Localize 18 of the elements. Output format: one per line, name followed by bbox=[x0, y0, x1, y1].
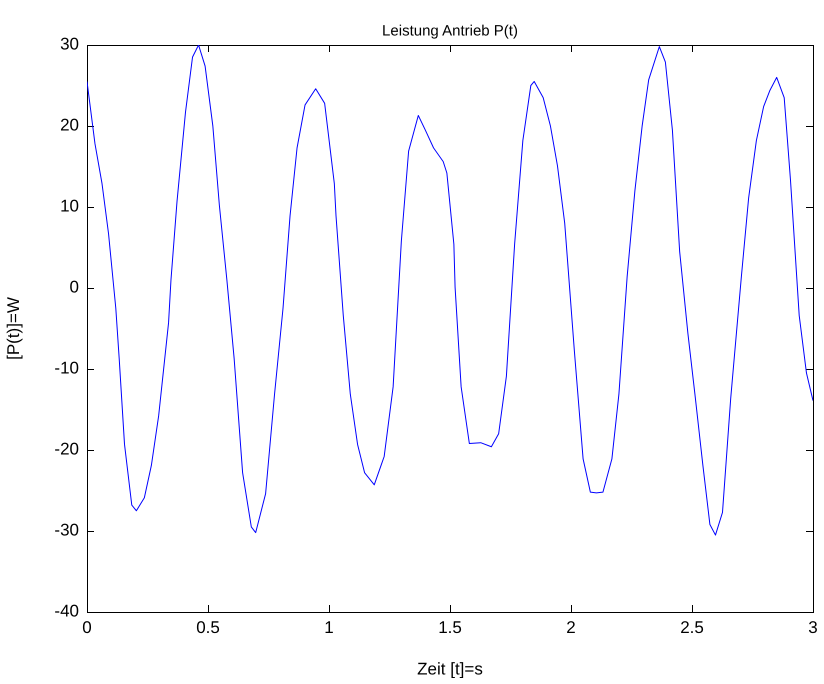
x-tick-label: 2 bbox=[566, 618, 576, 637]
x-tick-label: 0 bbox=[82, 618, 92, 637]
y-tick-label: -20 bbox=[54, 440, 79, 459]
x-tick-label: 2.5 bbox=[680, 618, 704, 637]
y-tick-label: 10 bbox=[60, 196, 79, 216]
y-tick-label: -30 bbox=[54, 520, 79, 540]
y-tick-label: 30 bbox=[60, 34, 79, 54]
y-tick-label: 20 bbox=[60, 116, 79, 135]
y-tick-label: -10 bbox=[54, 358, 79, 378]
x-tick-label: 0.5 bbox=[196, 618, 220, 637]
x-tick-label: 3 bbox=[808, 618, 818, 637]
chart-title: Leistung Antrieb P(t) bbox=[382, 22, 518, 40]
y-axis-title: [P(t)]=W bbox=[4, 297, 23, 360]
x-tick-label: 1 bbox=[324, 618, 334, 637]
x-axis-title: Zeit [t]=s bbox=[417, 659, 483, 678]
y-tick-label: 0 bbox=[70, 278, 79, 297]
x-tick-label: 1.5 bbox=[438, 618, 462, 637]
y-tick-label: -40 bbox=[54, 602, 79, 621]
